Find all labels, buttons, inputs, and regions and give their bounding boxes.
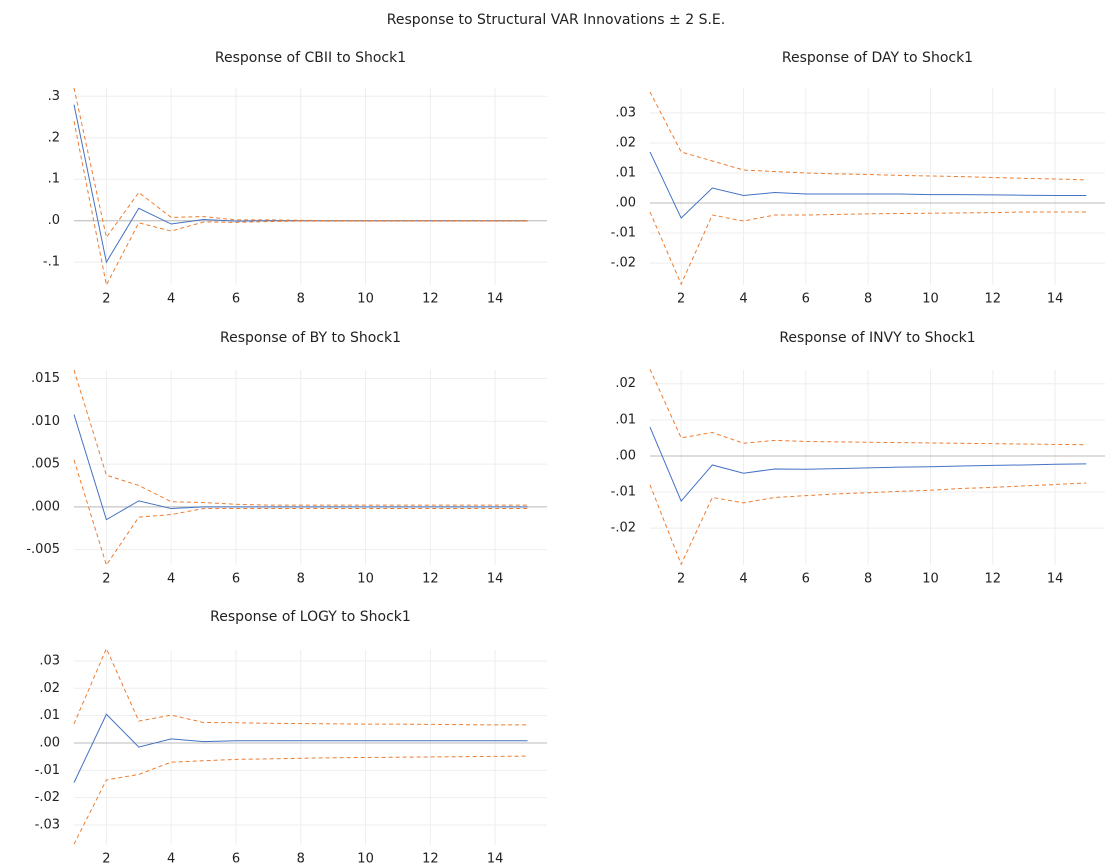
y-tick-label: .010	[31, 414, 60, 429]
x-tick-label: 4	[739, 292, 747, 307]
x-tick-label: 10	[357, 292, 374, 307]
x-tick-label: 14	[1047, 572, 1064, 587]
x-tick-label: 14	[1047, 292, 1064, 307]
main-title: Response to Structural VAR Innovations ±…	[387, 12, 725, 28]
y-tick-label: .01	[615, 165, 636, 180]
y-tick-label: .1	[48, 172, 60, 187]
y-tick-label: .02	[39, 681, 60, 696]
y-tick-label: .01	[39, 708, 60, 723]
x-tick-label: 12	[422, 852, 439, 864]
y-tick-label: .000	[31, 499, 60, 514]
x-tick-label: 6	[802, 572, 810, 587]
panel-title: Response of BY to Shock1	[220, 330, 401, 346]
x-tick-label: 10	[922, 572, 939, 587]
x-tick-label: 14	[487, 852, 504, 864]
y-tick-label: -.02	[35, 790, 60, 805]
x-tick-label: 2	[102, 852, 110, 864]
x-tick-label: 14	[487, 572, 504, 587]
y-tick-label: -.03	[35, 818, 60, 833]
x-tick-label: 12	[422, 292, 439, 307]
x-tick-label: 4	[167, 292, 175, 307]
x-tick-label: 2	[102, 292, 110, 307]
x-tick-label: 8	[297, 852, 305, 864]
panel-title: Response of LOGY to Shock1	[210, 609, 411, 625]
y-tick-label: -.02	[611, 256, 636, 271]
x-tick-label: 6	[232, 852, 240, 864]
x-tick-label: 12	[422, 572, 439, 587]
x-tick-label: 12	[985, 572, 1002, 587]
x-tick-label: 8	[864, 292, 872, 307]
x-tick-label: 14	[487, 292, 504, 307]
x-tick-label: 4	[167, 852, 175, 864]
panel-title: Response of DAY to Shock1	[782, 50, 973, 66]
y-tick-label: .015	[31, 371, 60, 386]
x-tick-label: 8	[297, 292, 305, 307]
x-tick-label: 4	[167, 572, 175, 587]
panel-title: Response of INVY to Shock1	[779, 330, 975, 346]
y-tick-label: -.1	[43, 255, 60, 270]
x-tick-label: 6	[802, 292, 810, 307]
x-tick-label: 8	[864, 572, 872, 587]
x-tick-label: 6	[232, 572, 240, 587]
y-tick-label: -.01	[611, 485, 636, 500]
y-tick-label: -.01	[35, 763, 60, 778]
y-tick-label: -.02	[611, 521, 636, 536]
x-tick-label: 2	[102, 572, 110, 587]
x-tick-label: 2	[677, 572, 685, 587]
y-tick-label: .0	[48, 213, 60, 228]
x-tick-label: 10	[922, 292, 939, 307]
y-tick-label: .02	[615, 135, 636, 150]
y-tick-label: .02	[615, 376, 636, 391]
y-tick-label: .2	[48, 130, 60, 145]
y-tick-label: .00	[39, 735, 60, 750]
x-tick-label: 6	[232, 292, 240, 307]
y-tick-label: .00	[615, 448, 636, 463]
x-tick-label: 10	[357, 572, 374, 587]
y-tick-label: .03	[615, 105, 636, 120]
panel-title: Response of CBII to Shock1	[215, 50, 406, 66]
y-tick-label: -.005	[26, 542, 60, 557]
y-tick-label: -.01	[611, 226, 636, 241]
x-tick-label: 10	[357, 852, 374, 864]
y-tick-label: .03	[39, 653, 60, 668]
y-tick-label: .005	[31, 457, 60, 472]
y-tick-label: .3	[48, 89, 60, 104]
chart: Response to Structural VAR Innovations ±…	[0, 0, 1113, 864]
page: Response to Structural VAR Innovations ±…	[0, 0, 1113, 864]
y-tick-label: .01	[615, 412, 636, 427]
y-tick-label: .00	[615, 196, 636, 211]
x-tick-label: 8	[297, 572, 305, 587]
x-tick-label: 12	[985, 292, 1002, 307]
x-tick-label: 2	[677, 292, 685, 307]
x-tick-label: 4	[739, 572, 747, 587]
